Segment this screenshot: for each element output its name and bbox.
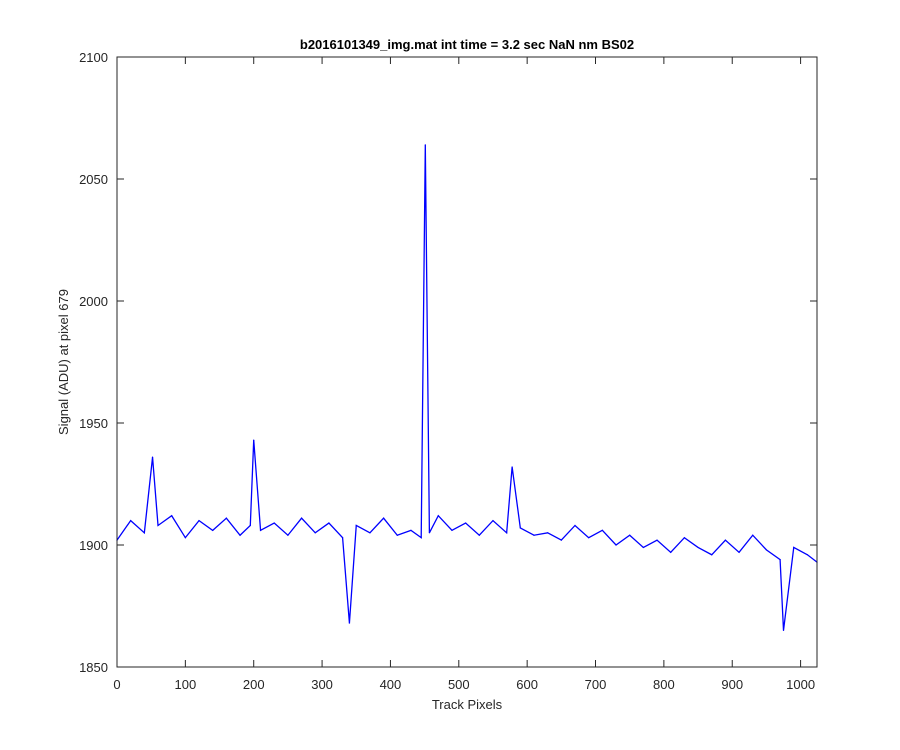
series-point bbox=[420, 537, 422, 539]
series-point bbox=[574, 524, 576, 527]
x-tick-label: 100 bbox=[175, 677, 197, 692]
series-point bbox=[492, 520, 494, 522]
signal-series-line bbox=[116, 144, 818, 631]
series-point bbox=[533, 534, 535, 536]
series-point bbox=[629, 534, 631, 536]
series-point bbox=[506, 532, 508, 534]
x-axis: 0 100 200 300 400 500 600 700 800 900 1000 bbox=[113, 57, 815, 692]
series-point bbox=[341, 537, 344, 539]
series-point bbox=[314, 532, 316, 534]
series-point bbox=[428, 532, 431, 534]
series-point bbox=[253, 439, 255, 441]
series-point bbox=[793, 546, 795, 549]
series-point bbox=[547, 532, 549, 534]
chart-title: b2016101349_img.mat int time = 3.2 sec N… bbox=[300, 37, 634, 52]
series-point bbox=[465, 522, 467, 524]
series-point bbox=[171, 515, 173, 517]
series-point bbox=[143, 532, 145, 534]
series-point bbox=[328, 522, 330, 524]
series-point bbox=[697, 546, 699, 549]
y-tick-label: 2100 bbox=[79, 50, 108, 65]
series-point bbox=[451, 529, 453, 531]
series-point bbox=[157, 524, 159, 527]
x-tick-label: 200 bbox=[243, 677, 265, 692]
x-axis-label: Track Pixels bbox=[432, 697, 503, 712]
series-point bbox=[355, 524, 357, 527]
series-point bbox=[738, 551, 740, 553]
x-tick-label: 1000 bbox=[786, 677, 815, 692]
series-point bbox=[130, 520, 132, 522]
series-point bbox=[642, 546, 644, 549]
series-point bbox=[588, 537, 590, 539]
series-point bbox=[437, 515, 439, 517]
y-tick-label: 1900 bbox=[79, 538, 108, 553]
series-point bbox=[259, 529, 262, 531]
series-point bbox=[765, 549, 768, 551]
y-axis: 1850 1900 1950 2000 2050 2100 bbox=[79, 50, 817, 675]
series-point bbox=[560, 539, 562, 541]
series-point bbox=[225, 517, 227, 519]
series-point bbox=[300, 517, 303, 519]
y-axis-label: Signal (ADU) at pixel 679 bbox=[56, 289, 71, 435]
series-point bbox=[424, 144, 426, 146]
series-point bbox=[396, 534, 398, 536]
x-tick-label: 800 bbox=[653, 677, 675, 692]
x-tick-label: 600 bbox=[516, 677, 538, 692]
series-point bbox=[511, 466, 513, 468]
series-point bbox=[806, 554, 809, 556]
x-tick-label: 500 bbox=[448, 677, 470, 692]
series-point bbox=[151, 456, 154, 458]
series-point bbox=[348, 622, 351, 624]
series-point bbox=[724, 539, 726, 541]
series-point bbox=[670, 551, 672, 553]
series-point bbox=[383, 517, 385, 519]
y-tick-label: 2000 bbox=[79, 294, 108, 309]
series-point bbox=[615, 544, 617, 546]
series-point bbox=[239, 534, 241, 536]
series-point bbox=[287, 534, 289, 536]
series-point bbox=[601, 529, 603, 531]
y-tick-label: 2050 bbox=[79, 172, 108, 187]
x-tick-label: 700 bbox=[585, 677, 607, 692]
series-point bbox=[198, 520, 200, 522]
series-point bbox=[184, 537, 186, 539]
x-tick-label: 0 bbox=[113, 677, 120, 692]
plot-area bbox=[116, 144, 818, 632]
series-point bbox=[478, 534, 480, 536]
x-tick-label: 900 bbox=[721, 677, 743, 692]
series-point bbox=[410, 529, 412, 531]
series-point bbox=[273, 522, 275, 524]
series-point bbox=[369, 532, 371, 534]
series-point bbox=[212, 529, 214, 531]
series-point bbox=[683, 537, 685, 539]
series-point bbox=[519, 527, 521, 529]
axes-box bbox=[116, 56, 818, 668]
series-point bbox=[249, 524, 251, 527]
series-point bbox=[782, 629, 785, 632]
series-point bbox=[656, 539, 658, 541]
x-tick-label: 400 bbox=[380, 677, 402, 692]
y-tick-label: 1950 bbox=[79, 416, 108, 431]
series-point bbox=[779, 559, 781, 561]
y-tick-label: 1850 bbox=[79, 660, 108, 675]
x-tick-label: 300 bbox=[311, 677, 333, 692]
series-point bbox=[752, 534, 754, 536]
series-point bbox=[711, 554, 713, 556]
